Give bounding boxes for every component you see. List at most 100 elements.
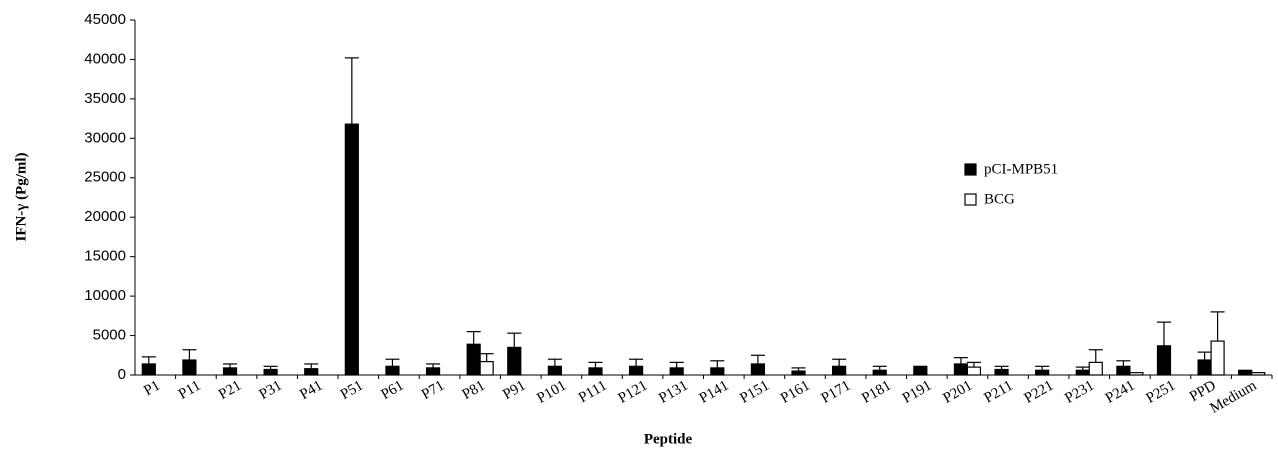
bar [1251,372,1266,376]
bar [791,370,806,376]
x-tick-label: P141 [697,378,732,407]
error-bar [141,356,156,364]
bar [966,366,982,376]
error-bar [182,349,197,361]
x-tick-label: P31 [257,378,285,404]
legend-label: BCG [984,191,1015,207]
bar [547,365,562,376]
x-tick-label: P171 [819,378,854,407]
bar [344,123,359,376]
bar [588,367,603,376]
x-tick-label: P241 [1103,378,1138,407]
bar [507,346,522,376]
x-tick-label: P111 [576,378,610,407]
x-tick-label: P41 [297,378,325,404]
y-tick-label: 15000 [84,248,126,265]
bar [479,360,494,376]
y-tick-label: 0 [118,366,126,383]
error-bar [1238,369,1253,372]
x-tick-label: P61 [378,378,406,404]
error-bar [263,365,278,370]
bar [1156,345,1172,376]
error-bar [507,332,522,348]
y-tick-label: 45000 [84,11,126,28]
x-tick-label: P71 [419,378,447,404]
bar [1088,361,1103,376]
legend-label: pCI-MPB51 [984,161,1058,177]
error-bar [385,358,400,367]
error-bar [1210,311,1225,342]
bar [466,343,481,376]
x-tick-label: P201 [940,378,975,407]
bar [1035,369,1050,376]
y-tick-label: 5000 [93,327,126,344]
error-bar [344,57,359,125]
error-bar [994,365,1009,370]
bar [913,366,928,376]
error-bar [1088,349,1103,363]
x-tick-label: P51 [338,378,366,404]
x-tick-label: P221 [1022,378,1057,407]
legend-swatch [964,193,977,206]
error-bar [791,367,806,372]
bar [141,363,156,376]
bar [1116,365,1131,376]
x-tick-label: P161 [778,378,813,407]
x-tick-label: P231 [1062,378,1097,407]
legend-swatch [964,163,977,176]
error-bar [669,361,684,368]
y-tick-label: 25000 [84,169,126,186]
error-bar [750,354,765,364]
x-tick-label: P211 [982,378,1016,407]
x-tick-label: P181 [859,378,894,407]
y-tick-label: 20000 [84,208,126,225]
error-bar [913,365,928,368]
bar [425,367,441,376]
x-tick-label: P121 [616,378,651,407]
x-tick-label: P91 [500,378,528,404]
error-bar [588,361,603,368]
x-axis-title: Peptide [644,431,693,447]
bar [1210,340,1225,376]
error-bar [1156,321,1171,346]
bar [182,359,197,376]
error-bar [426,363,441,368]
x-tick-label: P101 [534,378,569,407]
error-bar [1197,351,1212,361]
bar [263,368,278,376]
x-tick-label: P21 [216,378,244,404]
error-bar [966,361,981,368]
error-bar [547,358,562,367]
x-tick-label: P81 [460,378,488,404]
error-bar [304,363,319,369]
x-tick-label: Medium [1207,377,1259,416]
error-bar [710,360,725,368]
bar [710,367,725,376]
bar [1238,370,1253,376]
bar [669,367,684,376]
bar [222,367,238,376]
bar [628,365,644,376]
bar [953,363,969,376]
bar [872,369,887,376]
error-bar [872,365,887,371]
error-bar [223,363,238,368]
bar [994,368,1009,376]
y-tick-label: 10000 [84,287,126,304]
error-bar [466,331,481,345]
error-bar [629,358,644,367]
x-tick-label: P151 [737,378,772,407]
error-bar [479,353,494,362]
x-tick-label: P131 [656,378,691,407]
bar [1129,372,1144,376]
bar [750,363,766,376]
bar [1075,369,1090,376]
x-tick-label: P191 [900,378,935,407]
bar [832,365,847,376]
y-tick-label: 40000 [84,50,126,67]
bar [304,368,319,376]
y-tick-label: 35000 [84,90,126,107]
x-tick-label: P251 [1143,378,1178,407]
x-tick-label: P11 [176,378,204,403]
